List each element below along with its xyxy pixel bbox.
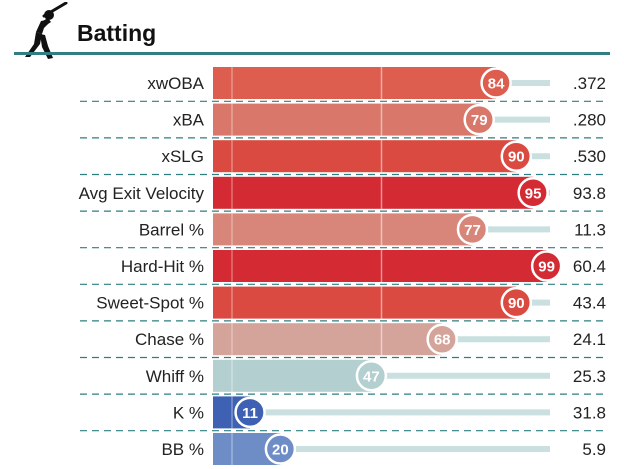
bar: [213, 250, 547, 282]
bar: [213, 323, 443, 356]
metric-value: .530: [573, 147, 606, 166]
metric-value: 43.4: [573, 294, 606, 313]
bar: [213, 176, 534, 209]
percentile-badge: [264, 433, 297, 465]
metric-value: 11.3: [574, 220, 606, 239]
metric-label: Barrel %: [139, 220, 204, 239]
bar: [213, 213, 473, 246]
percentile-label: 90: [508, 149, 525, 166]
bar: [213, 359, 372, 392]
page-title: Batting: [77, 20, 157, 46]
metric-value: .372: [573, 74, 606, 93]
metric-label: Sweet-Spot %: [96, 294, 204, 313]
metric-label: Hard-Hit %: [121, 257, 204, 276]
metric-label: Whiff %: [146, 367, 204, 386]
percentile-badge: [355, 360, 388, 392]
metric-label: BB %: [161, 440, 204, 459]
metric-value: 5.9: [582, 440, 606, 459]
percentile-label: 47: [363, 368, 380, 385]
percentile-label: 79: [471, 112, 488, 129]
metric-value: 31.8: [573, 403, 606, 422]
percentile-label: 95: [525, 185, 542, 202]
metric-label: xSLG: [161, 147, 204, 166]
metric-value: 25.3: [573, 367, 606, 386]
percentile-badge: [234, 396, 266, 429]
percentile-badge: [463, 103, 495, 136]
percentile-label: 77: [464, 222, 481, 239]
metric-value: .280: [573, 111, 606, 130]
metric-label: Chase %: [135, 330, 204, 349]
percentile-badge: [426, 323, 458, 355]
percentile-label: 84: [488, 76, 505, 93]
percentile-badge: [500, 286, 533, 319]
percentile-badge: [517, 177, 549, 209]
percentile-label: 90: [508, 295, 525, 312]
metric-label: xBA: [173, 111, 205, 130]
header-divider: [14, 52, 610, 55]
bar: [213, 140, 517, 173]
percentile-badge: [530, 250, 563, 282]
metric-label: Avg Exit Velocity: [79, 184, 205, 203]
section-header: Batting: [0, 0, 624, 60]
bar: [213, 103, 480, 136]
metric-value: 24.1: [573, 330, 606, 349]
bar: [213, 67, 497, 99]
percentile-badge: [456, 213, 489, 246]
percentile-label: 99: [538, 259, 555, 276]
percentile-badge: [480, 67, 512, 99]
percentile-label: 68: [434, 332, 451, 349]
metric-label: K %: [173, 403, 204, 422]
bar: [213, 286, 517, 319]
percentile-badge: [500, 140, 533, 172]
percentile-label: 20: [272, 442, 289, 459]
metric-value: 60.4: [573, 257, 606, 276]
percentile-label: 11: [242, 405, 258, 422]
metric-value: 93.8: [573, 184, 606, 203]
metric-label: xwOBA: [147, 74, 204, 93]
